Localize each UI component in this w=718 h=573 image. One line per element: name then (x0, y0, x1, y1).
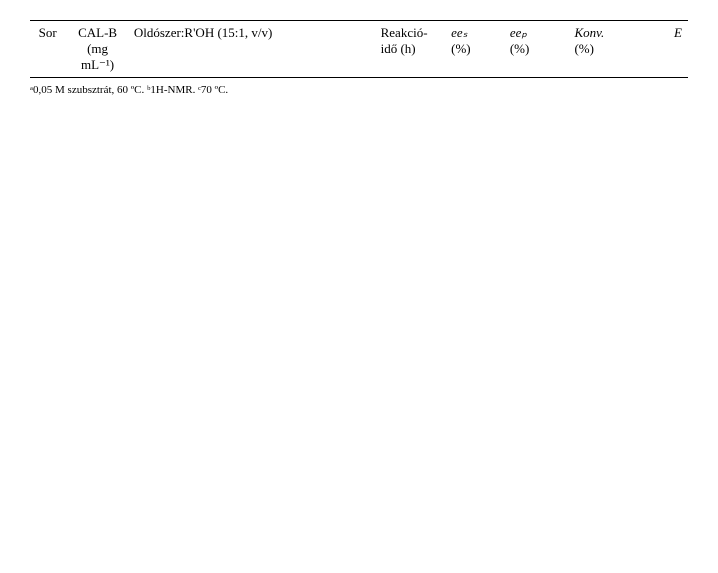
header-ees: eeₛ (%) (447, 21, 506, 78)
header-eep: eeₚ (%) (506, 21, 571, 78)
header-old: Oldószer:R'OH (15:1, v/v) (130, 21, 377, 78)
header-ido-1: Reakció- (381, 25, 428, 40)
header-konv: Konv. (%) (570, 21, 635, 78)
header-e: E (635, 21, 688, 78)
footnote: ᵃ0,05 M szubsztrát, 60 ºC. ᵇ1H-NMR. ᶜ70 … (30, 84, 688, 96)
header-konv-label: Konv. (574, 25, 604, 40)
header-ees-pct: (%) (451, 41, 471, 56)
header-ido: Reakció- idő (h) (377, 21, 448, 78)
header-calb-unit: (mg mL⁻¹) (81, 41, 114, 72)
header-eep-pct: (%) (510, 41, 530, 56)
header-e-label: E (674, 25, 682, 40)
header-calb-label: CAL-B (78, 25, 117, 40)
header-ees-label: eeₛ (451, 25, 467, 40)
header-konv-pct: (%) (574, 41, 594, 56)
header-ido-2: idő (h) (381, 41, 416, 56)
header-sor: Sor (30, 21, 65, 78)
data-table: Sor CAL-B (mg mL⁻¹) Oldószer:R'OH (15:1,… (30, 20, 688, 78)
header-eep-label: eeₚ (510, 25, 527, 40)
header-calb: CAL-B (mg mL⁻¹) (65, 21, 130, 78)
